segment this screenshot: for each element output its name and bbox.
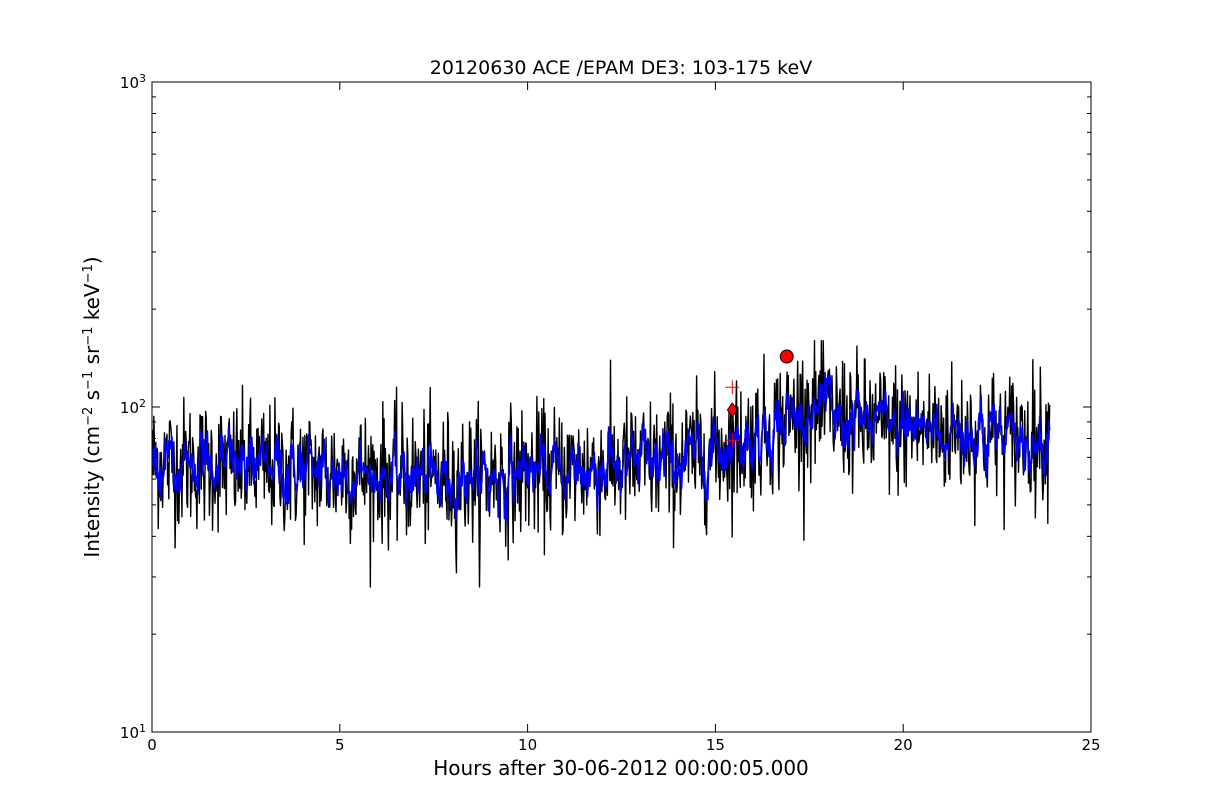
peak-circle-marker bbox=[779, 349, 794, 364]
x-axis-label: Hours after 30-06-2012 00:00:05.000 bbox=[433, 756, 809, 780]
y-tick-label: 103 bbox=[120, 72, 146, 93]
x-tick-label: 20 bbox=[894, 736, 913, 754]
onset-diamond-marker bbox=[726, 402, 738, 418]
x-tick-label: 10 bbox=[518, 736, 537, 754]
y-axis-label: Intensity (cm−2 s−1 sr−1 keV−1) bbox=[80, 256, 104, 557]
y-tick-label: 101 bbox=[120, 722, 146, 743]
x-tick-label: 0 bbox=[147, 736, 157, 754]
x-tick-label: 15 bbox=[706, 736, 725, 754]
plot-data-layer bbox=[152, 339, 1051, 588]
chart-title: 20120630 ACE /EPAM DE3: 103-175 keV bbox=[430, 57, 812, 79]
marker-layer bbox=[725, 349, 794, 448]
error-plus-marker bbox=[725, 433, 740, 448]
error-plus-marker bbox=[725, 380, 740, 395]
x-tick-label: 25 bbox=[1081, 736, 1100, 754]
smoothed-intensity-line bbox=[152, 371, 1051, 522]
axis-ticks: 0 5 10 15 20 25 101 102 103 bbox=[120, 72, 1101, 755]
y-tick-label: 102 bbox=[120, 397, 146, 418]
x-tick-label: 5 bbox=[335, 736, 345, 754]
